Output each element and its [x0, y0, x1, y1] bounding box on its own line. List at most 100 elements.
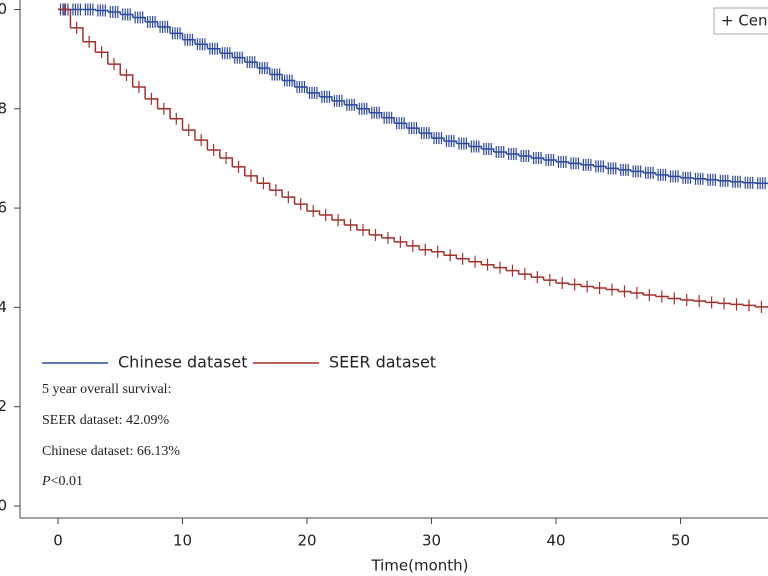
survival-step — [344, 104, 358, 109]
survival-step — [506, 269, 520, 275]
survival-step — [194, 43, 209, 49]
survival-step — [419, 132, 433, 139]
survival-step — [294, 203, 308, 212]
x-tick-label: 0 — [53, 532, 63, 550]
annotation: 5 year overall survival: — [42, 382, 171, 397]
survival-step — [568, 162, 582, 165]
legend-label: SEER dataset — [329, 353, 436, 372]
survival-step — [194, 139, 209, 151]
p-symbol: P — [41, 474, 51, 489]
survival-step — [120, 13, 134, 18]
survival-step — [307, 210, 321, 216]
survival-step — [643, 172, 657, 175]
annotation: Chinese dataset: 66.13% — [42, 444, 180, 459]
x-tick-label: 50 — [671, 532, 690, 550]
survival-step — [307, 92, 321, 97]
survival-step — [282, 196, 296, 205]
y-tick-label: 0.2 — [0, 397, 7, 415]
survival-step — [182, 39, 196, 45]
censor-legend-box — [713, 7, 768, 35]
survival-step — [344, 224, 358, 230]
survival-step — [356, 229, 370, 235]
survival-step — [443, 254, 458, 259]
survival-step — [257, 67, 271, 75]
survival-step — [556, 161, 570, 164]
legend-label: Chinese dataset — [118, 353, 248, 372]
survival-step — [493, 266, 507, 271]
y-tick-label: 0.8 — [0, 99, 7, 117]
survival-step — [481, 263, 495, 268]
y-tick-label: 0.4 — [0, 298, 7, 316]
survival-step — [269, 189, 283, 198]
survival-step — [394, 241, 408, 246]
survival-step — [394, 122, 408, 129]
survival-step — [481, 148, 495, 152]
survival-step — [580, 164, 595, 167]
survival-step — [107, 11, 121, 15]
y-tick-label: 0.6 — [0, 199, 7, 217]
survival-step — [468, 260, 483, 265]
survival-step — [680, 177, 694, 179]
survival-step — [543, 159, 557, 162]
survival-step — [70, 27, 84, 42]
survival-step — [82, 41, 97, 53]
x-tick-label: 40 — [546, 532, 565, 550]
survival-step — [730, 181, 744, 183]
survival-step — [95, 51, 109, 65]
survival-step — [145, 21, 159, 27]
survival-step — [518, 155, 532, 158]
survival-step — [506, 153, 520, 156]
survival-step — [282, 79, 296, 87]
survival-step — [531, 276, 545, 281]
survival-step — [157, 108, 171, 119]
survival-step — [381, 116, 395, 124]
survival-step — [531, 157, 545, 160]
survival-step — [219, 52, 234, 58]
survival-step — [668, 175, 682, 178]
survival-step — [82, 8, 97, 11]
x-tick-label: 30 — [422, 532, 441, 550]
survival-step — [630, 170, 644, 173]
survival-step — [356, 108, 370, 113]
survival-step — [692, 178, 707, 180]
survival-step — [468, 145, 483, 150]
survival-step — [705, 179, 719, 181]
survival-step — [244, 175, 258, 184]
survival-step — [717, 180, 732, 182]
survival-step — [755, 182, 768, 185]
survival-step — [543, 279, 557, 284]
survival-step — [107, 63, 121, 76]
survival-step — [456, 257, 470, 262]
survival-step — [219, 157, 234, 167]
survival-step — [618, 169, 632, 172]
survival-step — [207, 47, 221, 54]
survival-step — [518, 273, 532, 278]
survival-step — [269, 73, 283, 81]
survival-step — [406, 245, 420, 250]
survival-step — [319, 96, 333, 101]
survival-step — [170, 117, 184, 131]
survival-step — [406, 127, 420, 134]
survival-step — [132, 16, 146, 22]
survival-step — [605, 167, 619, 170]
survival-step — [145, 98, 159, 109]
survival-step — [331, 219, 346, 225]
survival-step — [58, 8, 72, 28]
y-tick-label: 0.0 — [0, 497, 7, 515]
survival-step — [593, 165, 607, 169]
survival-step — [120, 74, 134, 87]
survival-step — [369, 234, 383, 238]
x-tick-label: 10 — [173, 532, 192, 550]
survival-step — [257, 182, 271, 191]
survival-step — [381, 237, 395, 242]
survival-step — [431, 137, 445, 142]
x-tick-label: 20 — [297, 532, 316, 550]
survival-step — [369, 112, 383, 118]
y-tick-label: 1.0 — [0, 0, 7, 18]
censor-legend: + Censored — [721, 12, 768, 30]
p-text: <0.01 — [51, 474, 83, 489]
survival-step — [170, 32, 184, 40]
survival-step — [232, 166, 246, 176]
survival-step — [244, 61, 258, 69]
